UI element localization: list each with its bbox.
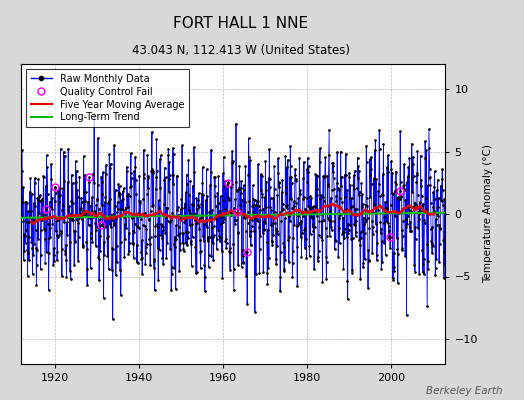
Legend: Raw Monthly Data, Quality Control Fail, Five Year Moving Average, Long-Term Tren: Raw Monthly Data, Quality Control Fail, … — [26, 69, 189, 127]
Y-axis label: Temperature Anomaly (°C): Temperature Anomaly (°C) — [483, 144, 494, 284]
Text: FORT HALL 1 NNE: FORT HALL 1 NNE — [173, 16, 309, 31]
Text: Berkeley Earth: Berkeley Earth — [427, 386, 503, 396]
Text: 43.043 N, 112.413 W (United States): 43.043 N, 112.413 W (United States) — [132, 44, 350, 57]
